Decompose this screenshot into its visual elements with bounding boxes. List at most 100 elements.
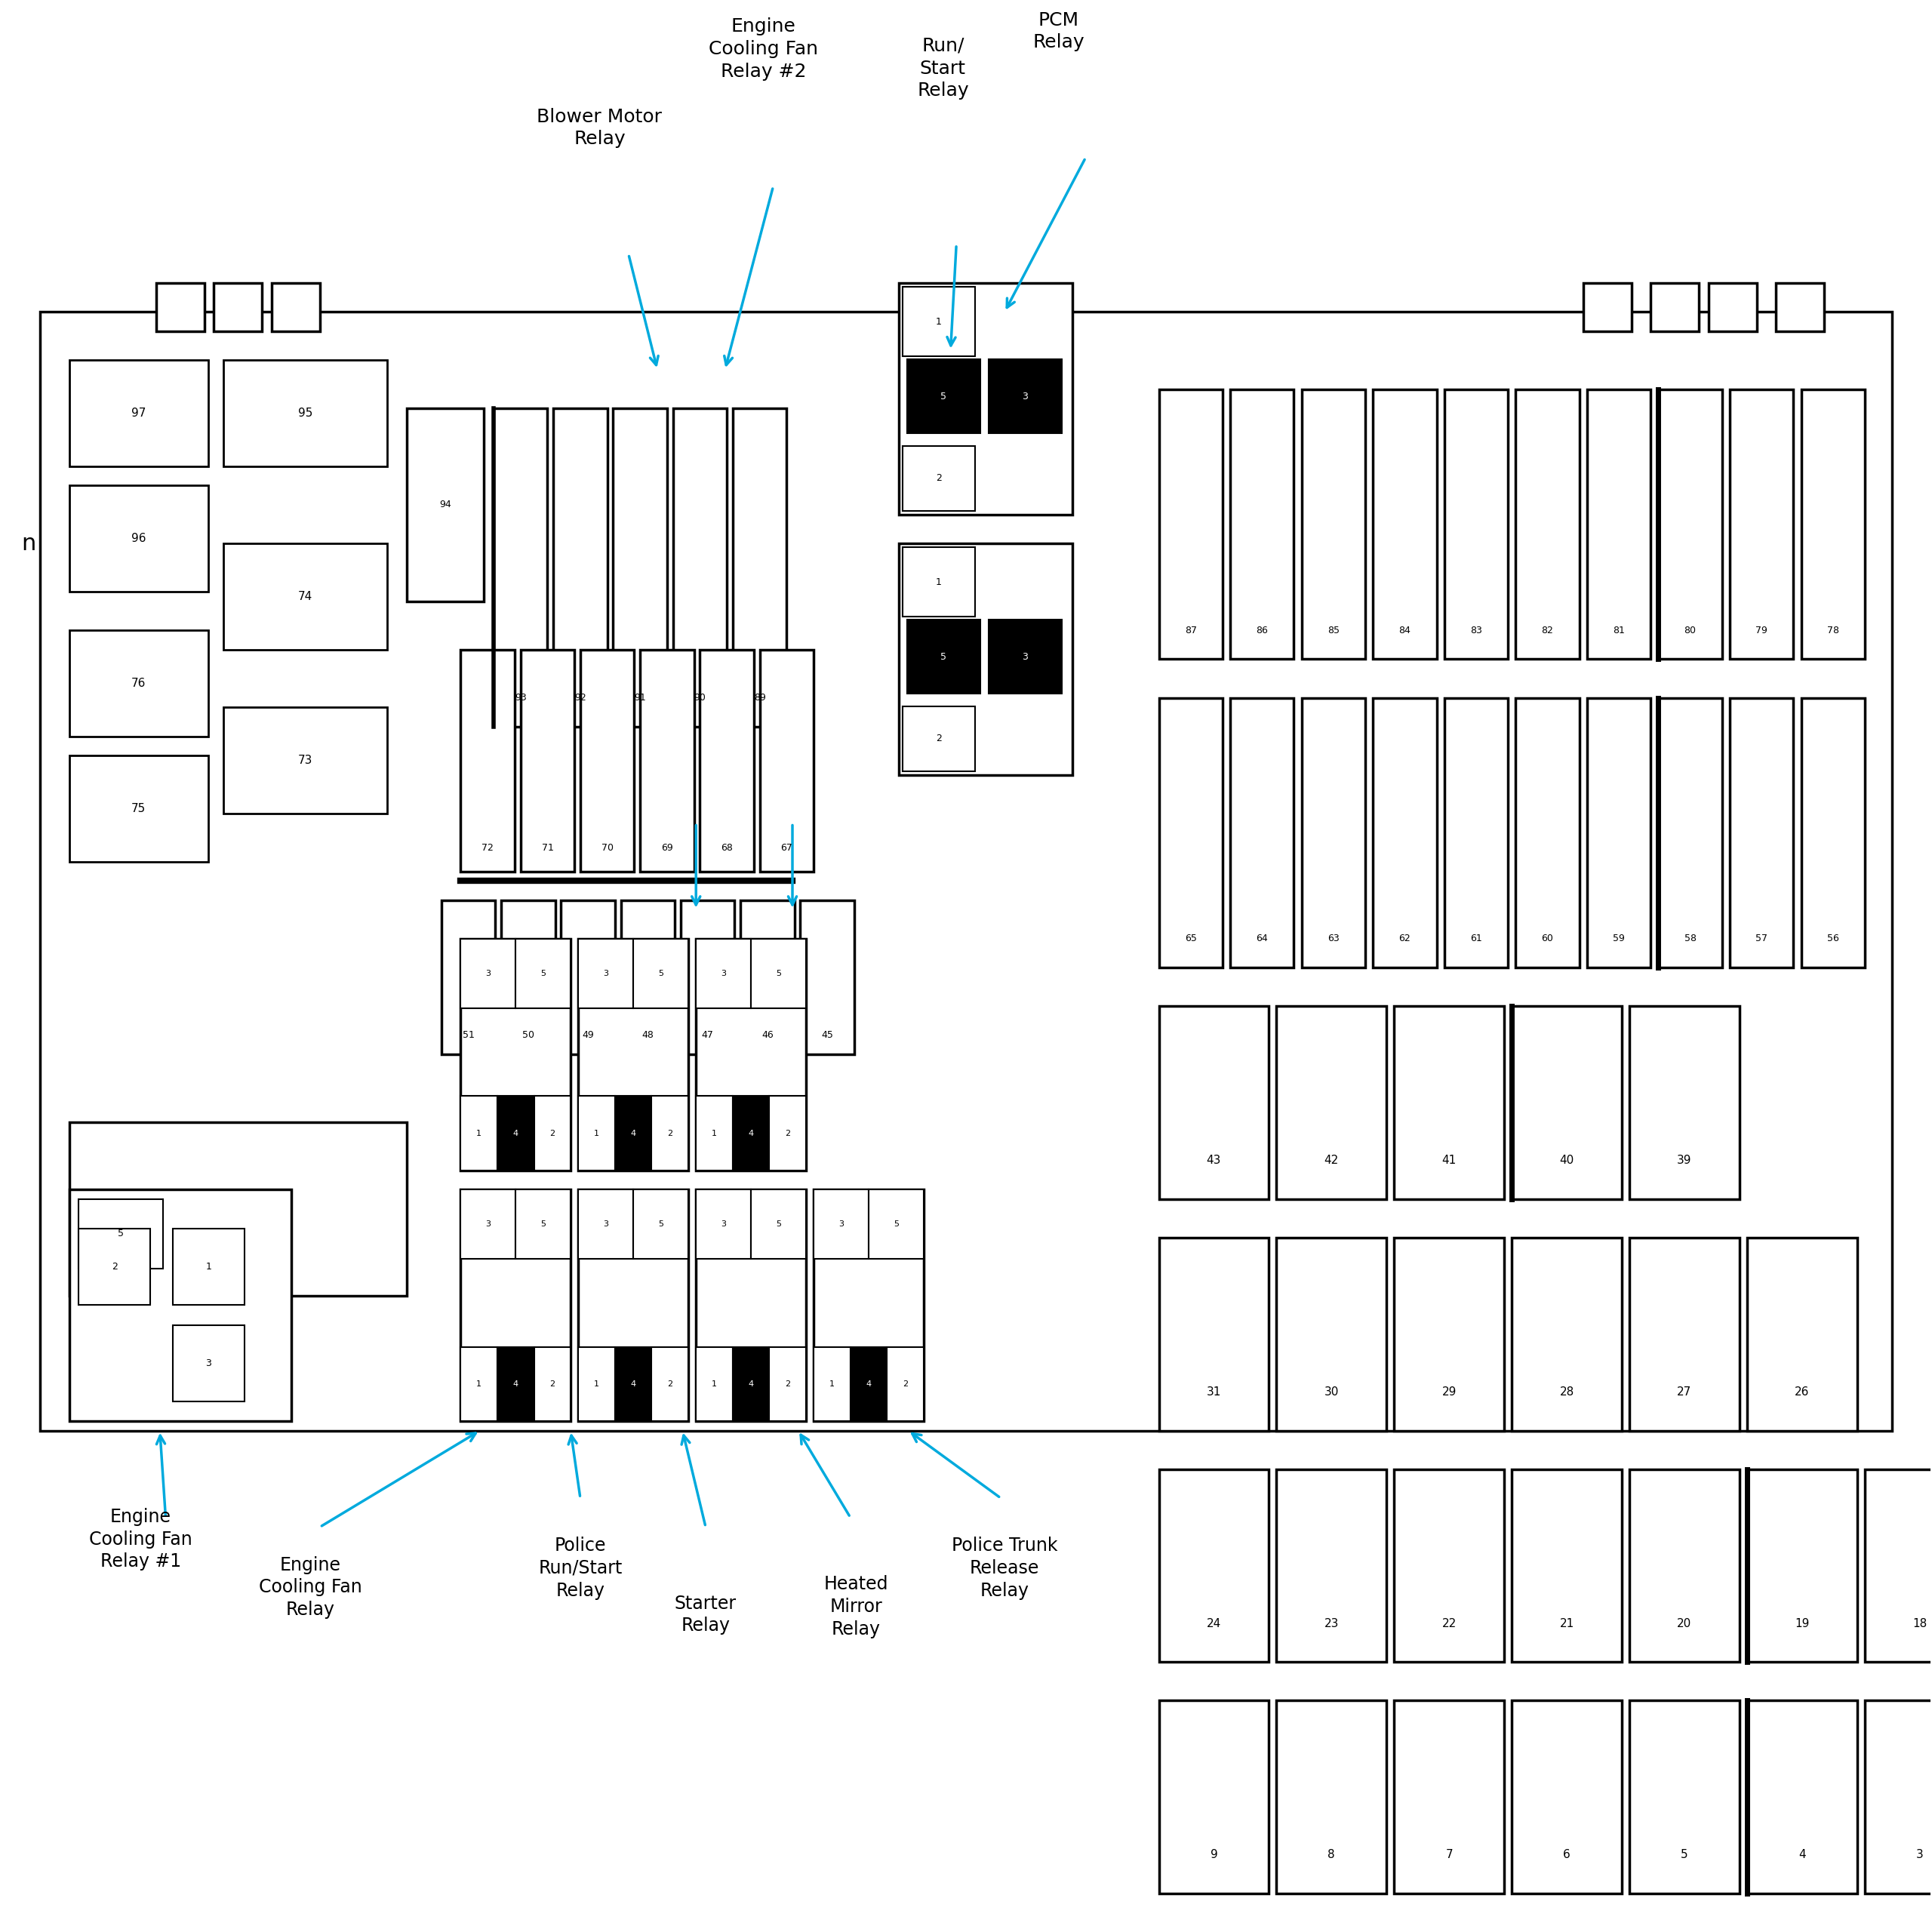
Text: 20: 20 — [1677, 1617, 1692, 1629]
Bar — [1159, 1238, 1269, 1430]
Text: 4: 4 — [630, 1379, 636, 1387]
Text: 3: 3 — [603, 970, 609, 978]
Bar — [1511, 1468, 1621, 1662]
Bar — [497, 1095, 533, 1171]
Bar — [1445, 388, 1509, 659]
Text: 63: 63 — [1327, 933, 1339, 943]
Bar — [989, 359, 1063, 433]
Text: 95: 95 — [298, 408, 313, 419]
Bar — [460, 939, 516, 1009]
Text: 91: 91 — [634, 694, 645, 703]
Text: 83: 83 — [1470, 626, 1482, 636]
Text: 76: 76 — [131, 678, 147, 690]
Bar — [493, 408, 547, 726]
Text: 30: 30 — [1323, 1387, 1339, 1397]
Text: 3: 3 — [838, 1221, 844, 1229]
Text: 5: 5 — [941, 392, 947, 402]
Bar — [1747, 1238, 1857, 1430]
Text: 26: 26 — [1795, 1387, 1810, 1397]
Text: Engine
Cooling Fan
Relay: Engine Cooling Fan Relay — [259, 1555, 361, 1619]
Text: 4: 4 — [748, 1130, 753, 1136]
Text: 85: 85 — [1327, 626, 1339, 636]
Text: 2: 2 — [549, 1130, 554, 1136]
Bar — [898, 543, 1072, 775]
Text: 4: 4 — [630, 1130, 636, 1136]
Bar — [752, 939, 806, 1009]
Bar — [500, 900, 554, 1055]
Bar — [732, 408, 786, 726]
Bar — [578, 939, 688, 1171]
Bar — [1159, 1007, 1269, 1200]
Bar — [634, 1190, 688, 1260]
Bar — [769, 1095, 806, 1171]
Bar — [1374, 388, 1437, 659]
Text: 5: 5 — [541, 1221, 547, 1229]
Bar — [1395, 1468, 1505, 1662]
Text: 28: 28 — [1559, 1387, 1575, 1397]
Text: 1: 1 — [935, 578, 941, 587]
Bar — [156, 284, 205, 330]
Text: 5: 5 — [1681, 1849, 1689, 1861]
Text: 73: 73 — [298, 755, 313, 767]
Bar — [1801, 388, 1864, 659]
Bar — [902, 446, 976, 510]
Text: 1: 1 — [477, 1379, 481, 1387]
Text: 21: 21 — [1559, 1617, 1575, 1629]
Text: 5: 5 — [541, 970, 547, 978]
Bar — [696, 1347, 732, 1420]
Bar — [1586, 388, 1650, 659]
Bar — [1277, 1468, 1387, 1662]
Bar — [1159, 388, 1223, 659]
Bar — [516, 939, 570, 1009]
Bar — [516, 1190, 570, 1260]
Text: 4: 4 — [514, 1379, 518, 1387]
Bar — [1729, 388, 1793, 659]
Bar — [614, 1347, 651, 1420]
Text: 4: 4 — [748, 1379, 753, 1387]
Bar — [614, 1095, 651, 1171]
Text: 18: 18 — [1913, 1617, 1926, 1629]
Bar — [612, 408, 667, 726]
Text: 67: 67 — [781, 842, 792, 854]
Bar — [580, 649, 634, 871]
Bar — [699, 649, 753, 871]
Text: 62: 62 — [1399, 933, 1410, 943]
Text: 19: 19 — [1795, 1617, 1810, 1629]
Text: Police Trunk
Release
Relay: Police Trunk Release Relay — [952, 1536, 1057, 1600]
Bar — [752, 1190, 806, 1260]
Bar — [1747, 1468, 1857, 1662]
Bar — [1511, 1007, 1621, 1200]
Bar — [902, 707, 976, 771]
Bar — [696, 939, 752, 1009]
Bar — [578, 1347, 614, 1420]
Bar — [1302, 697, 1366, 968]
Bar — [696, 1190, 752, 1260]
Bar — [651, 1095, 688, 1171]
Bar — [1747, 1700, 1857, 1893]
Bar — [989, 620, 1063, 694]
Text: 84: 84 — [1399, 626, 1410, 636]
Bar — [1231, 697, 1294, 968]
Bar — [1159, 1468, 1269, 1662]
Bar — [1277, 1700, 1387, 1893]
Text: 2: 2 — [784, 1379, 790, 1387]
Text: 5: 5 — [893, 1221, 898, 1229]
Bar — [460, 1190, 570, 1420]
Bar — [1729, 697, 1793, 968]
Bar — [732, 1095, 769, 1171]
Bar — [902, 288, 976, 355]
Bar — [1629, 1238, 1739, 1430]
Bar — [1708, 284, 1756, 330]
Text: 2: 2 — [667, 1379, 672, 1387]
Text: 1: 1 — [593, 1130, 599, 1136]
Text: 5: 5 — [777, 970, 781, 978]
Text: 5: 5 — [659, 970, 663, 978]
Bar — [759, 649, 813, 871]
Text: 3: 3 — [205, 1358, 213, 1368]
Text: 86: 86 — [1256, 626, 1267, 636]
Text: 81: 81 — [1613, 626, 1625, 636]
Text: 4: 4 — [514, 1130, 518, 1136]
Text: 46: 46 — [761, 1030, 773, 1039]
Text: 92: 92 — [574, 694, 585, 703]
Bar — [460, 649, 514, 871]
